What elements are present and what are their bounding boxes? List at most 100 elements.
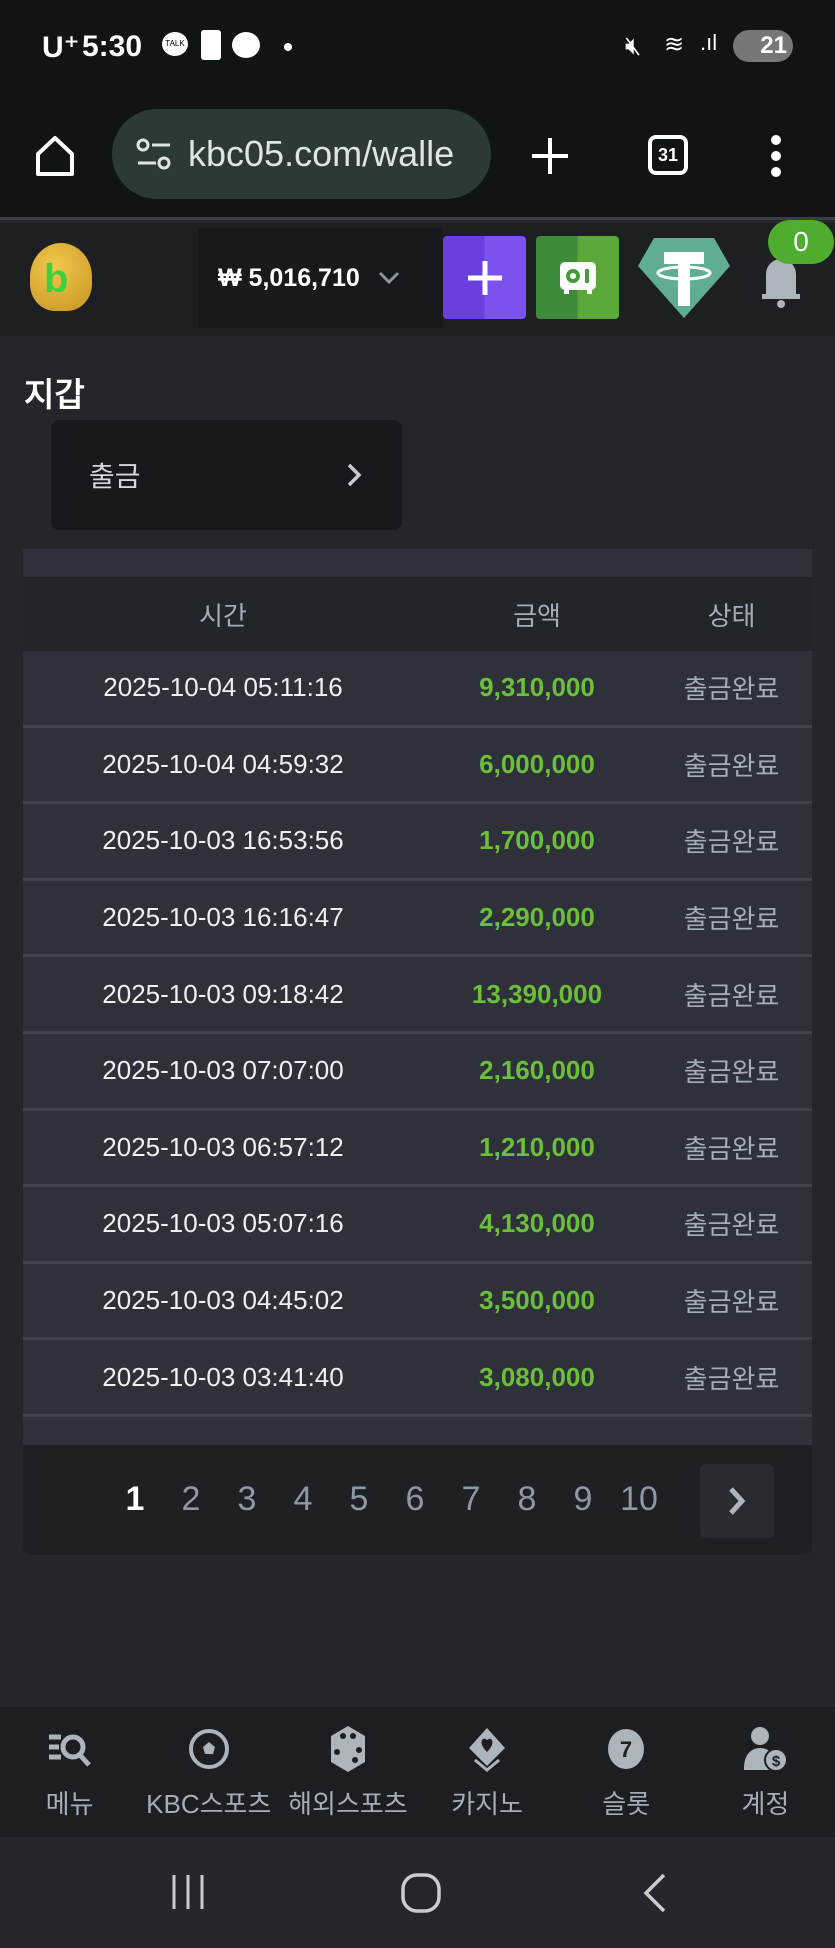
row-amount: 1,700,000	[479, 825, 595, 856]
table-row: 2025-10-03 16:53:56 1,700,000 출금완료	[23, 804, 812, 881]
nav-item-cards[interactable]: 카지노	[418, 1707, 557, 1837]
nav-label: 해외스포츠	[288, 1788, 408, 1819]
nav-label: 슬롯	[602, 1788, 651, 1819]
bell-icon[interactable]	[758, 250, 804, 310]
nav-item-account-coin[interactable]: $ 계정	[696, 1707, 835, 1837]
page-7-button[interactable]: 7	[461, 1480, 481, 1519]
system-navigation-bar	[0, 1837, 835, 1948]
page-4-button[interactable]: 4	[293, 1480, 313, 1519]
carrier: U⁺	[42, 31, 80, 64]
row-time: 2025-10-03 16:16:47	[102, 902, 344, 933]
bottom-navigation: 메뉴 KBC스포츠 해외스포츠 카지노 7 슬롯 $ 계정	[0, 1707, 835, 1837]
mute-icon: 🔇︎	[625, 30, 642, 60]
table-row: 2025-10-04 04:59:32 6,000,000 출금완료	[23, 727, 812, 805]
page-title: 지갑	[24, 376, 85, 413]
nav-item-slot-seven[interactable]: 7 슬롯	[557, 1707, 696, 1837]
row-status: 출금완료	[683, 827, 780, 858]
vault-button[interactable]	[536, 236, 619, 319]
row-time: 2025-10-04 04:59:32	[102, 748, 344, 779]
row-time: 2025-10-03 05:07:16	[102, 1208, 344, 1239]
dot-icon	[284, 43, 292, 51]
new-tab-icon[interactable]	[530, 136, 570, 176]
account-coin-icon: $	[742, 1724, 789, 1774]
home-button-icon[interactable]	[400, 1872, 442, 1914]
row-time: 2025-10-03 16:53:56	[102, 825, 344, 856]
page-10-button[interactable]: 10	[620, 1480, 658, 1519]
notification-badge: 0	[768, 220, 834, 264]
row-amount: 1,210,000	[479, 1131, 595, 1162]
page-2-button[interactable]: 2	[181, 1480, 201, 1519]
clock: 5:30	[82, 30, 143, 63]
row-time: 2025-10-03 07:07:00	[102, 1055, 344, 1086]
url-bar[interactable]: kbc05.com/walle	[112, 109, 491, 199]
battery-indicator: 21	[733, 30, 793, 62]
site-logo[interactable]: b	[30, 243, 92, 311]
row-amount: 3,500,000	[479, 1285, 595, 1316]
row-status: 출금완료	[683, 1210, 780, 1241]
column-header-amount: 금액	[513, 600, 561, 631]
withdraw-menu-button[interactable]: 출금	[51, 420, 402, 530]
dice-icon	[327, 1724, 369, 1774]
nav-label: 카지노	[451, 1788, 523, 1819]
table-top-band	[23, 549, 812, 577]
row-status: 출금완료	[683, 980, 780, 1011]
recent-apps-icon[interactable]	[168, 1873, 208, 1911]
soccer-ball-icon	[188, 1724, 230, 1774]
pagination: 1 2 3 4 5 6 7 8 9 10	[23, 1444, 812, 1555]
row-time: 2025-10-03 04:45:02	[102, 1285, 344, 1316]
column-header-status: 상태	[707, 600, 756, 631]
page-8-button[interactable]: 8	[517, 1480, 537, 1519]
back-icon[interactable]	[640, 1872, 670, 1914]
kakaotalk-icon: TALK	[162, 32, 188, 56]
page-5-button[interactable]: 5	[349, 1480, 369, 1519]
nav-label: 메뉴	[45, 1788, 94, 1819]
table-row: 2025-10-03 09:18:42 13,390,000 출금완료	[23, 957, 812, 1034]
home-icon[interactable]	[34, 134, 76, 178]
page-6-button[interactable]: 6	[405, 1480, 425, 1519]
logo-letter: b	[44, 257, 69, 301]
row-amount: 13,390,000	[471, 978, 603, 1009]
page-9-button[interactable]: 9	[573, 1480, 593, 1519]
table-row: 2025-10-04 05:11:16 9,310,000 출금완료	[23, 651, 812, 728]
balance-dropdown[interactable]: ₩ 5,016,710	[198, 228, 443, 328]
svg-text:7: 7	[620, 1737, 632, 1762]
table-row: 2025-10-03 06:57:12 1,210,000 출금완료	[23, 1110, 812, 1188]
page-3-button[interactable]: 3	[237, 1480, 257, 1519]
table-bottom-band	[23, 1416, 812, 1445]
tab-count-button[interactable]: 31	[648, 135, 688, 175]
row-status: 출금완료	[683, 1057, 780, 1088]
chevron-right-icon	[347, 463, 362, 487]
table-row: 2025-10-03 04:45:02 3,500,000 출금완료	[23, 1263, 812, 1341]
row-status: 출금완료	[683, 750, 780, 781]
row-time: 2025-10-03 09:18:42	[102, 978, 344, 1009]
page-1-button[interactable]: 1	[125, 1480, 145, 1519]
url-text: kbc05.com/walle	[188, 133, 455, 174]
row-amount: 9,310,000	[479, 672, 595, 703]
table-row: 2025-10-03 03:41:40 3,080,000 출금완료	[23, 1340, 812, 1417]
site-settings-icon[interactable]	[136, 138, 172, 170]
row-status: 출금완료	[683, 674, 780, 705]
nav-item-menu-search[interactable]: 메뉴	[0, 1707, 139, 1837]
withdrawal-history-table: 시간 금액 상태 2025-10-04 05:11:16 9,310,000 출…	[23, 549, 812, 1555]
row-time: 2025-10-03 06:57:12	[102, 1131, 344, 1162]
row-status: 출금완료	[683, 904, 780, 935]
tether-icon[interactable]	[636, 236, 732, 320]
row-status: 출금완료	[683, 1133, 780, 1164]
table-row: 2025-10-03 16:16:47 2,290,000 출금완료	[23, 880, 812, 958]
withdraw-label: 출금	[89, 461, 141, 492]
more-menu-icon[interactable]	[770, 134, 782, 178]
row-amount: 4,130,000	[479, 1208, 595, 1239]
plus-icon	[467, 260, 502, 295]
status-bar: U⁺ 5:30 TALK 🔇︎ ≋ .ıl 21	[0, 0, 835, 100]
next-page-button[interactable]	[700, 1463, 774, 1538]
chevron-down-icon	[378, 271, 399, 285]
slot-seven-icon: 7	[604, 1724, 648, 1774]
row-time: 2025-10-04 05:11:16	[103, 672, 343, 703]
row-amount: 2,290,000	[479, 902, 595, 933]
row-time: 2025-10-03 03:41:40	[102, 1361, 344, 1392]
svg-text:$: $	[772, 1753, 781, 1770]
row-amount: 3,080,000	[479, 1361, 595, 1392]
nav-item-dice[interactable]: 해외스포츠	[278, 1707, 417, 1837]
deposit-plus-button[interactable]	[443, 236, 526, 319]
nav-item-soccer-ball[interactable]: KBC스포츠	[139, 1707, 278, 1837]
